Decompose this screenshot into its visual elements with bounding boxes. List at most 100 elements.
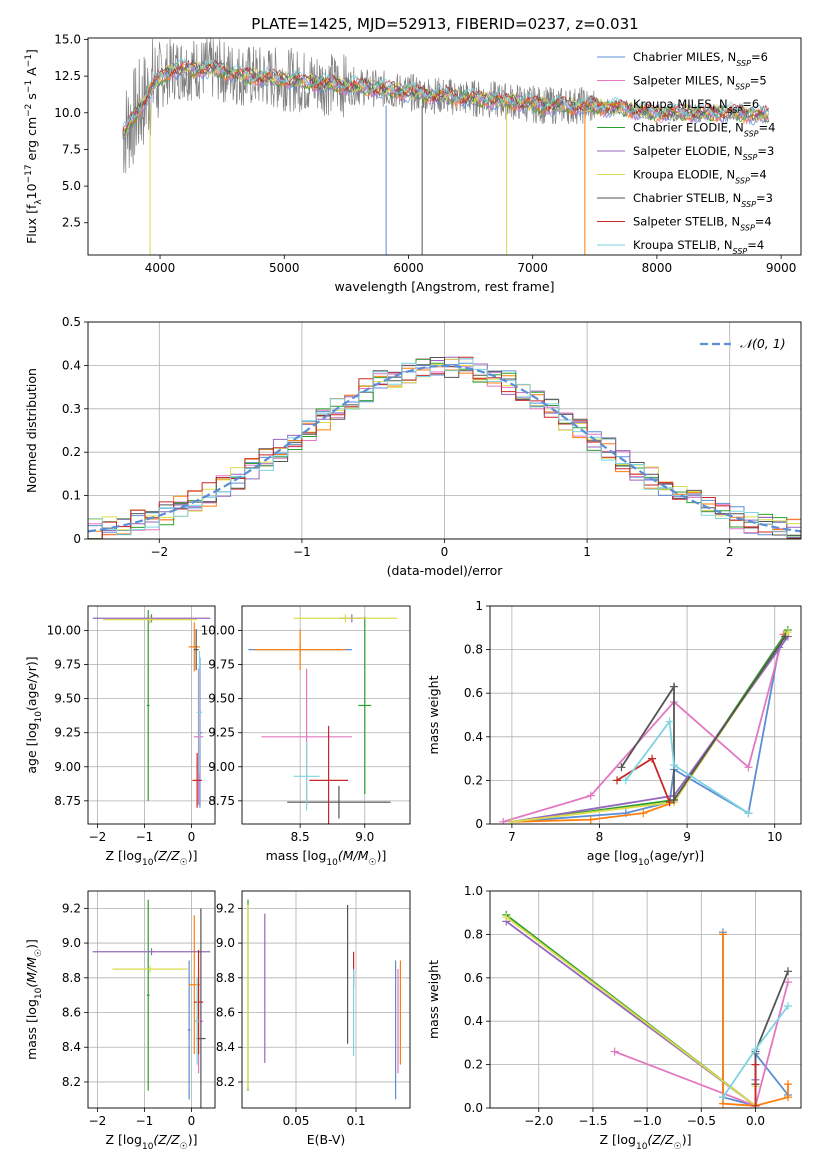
errorbar-point (254, 629, 346, 671)
y-tick-label: 8.75 (54, 794, 81, 808)
x-axis-label: E(B-V) (307, 1132, 346, 1147)
series-point-marker (783, 1080, 792, 1089)
y-tick-label: 0.0 (464, 1101, 483, 1115)
x-tick-label: −0.5 (687, 1114, 716, 1128)
errorbar-point (112, 965, 188, 973)
y-tick-label: 12.5 (54, 69, 81, 83)
y-axis-label: mass [log10(M/M☉)] (24, 939, 44, 1060)
y-tick-label: 8.6 (216, 1006, 235, 1020)
errorbar-point (293, 614, 398, 623)
errorbar-point (146, 610, 150, 801)
y-tick-label: 0.4 (464, 1014, 483, 1028)
mass-weight-series-line (505, 916, 757, 1108)
age_vs_mass-frame (241, 605, 411, 825)
model-spectrum-line (122, 61, 770, 137)
x-tick-label: 5000 (269, 261, 300, 275)
legend-label: Kroupa STELIB, NSSP=4 (633, 238, 764, 256)
x-tick-label: 4000 (145, 261, 176, 275)
series-point-marker (617, 763, 626, 772)
legend-label: Chabrier ELODIE, NSSP=4 (633, 121, 775, 139)
x-axis-label: age [log10(age/yr)] (587, 848, 704, 868)
age_vs_Z-panel: −2 −1 0 8.75 9.00 9.25 9.50 9.75 10.00 Z [log10(Z… (24, 605, 216, 868)
x-axis-label: mass [log10(M/M☉)] (266, 848, 387, 868)
y-tick-label: 0.4 (62, 358, 81, 372)
model-spectrum-line (122, 57, 770, 128)
errorbar-point (103, 615, 198, 624)
series-point-marker (751, 1045, 760, 1054)
series-point-marker (781, 632, 790, 641)
y-tick-label: 9.0 (62, 936, 81, 950)
errorbar-point (92, 614, 211, 623)
y-tick-label: 8.2 (216, 1075, 235, 1089)
errorbar-point (196, 650, 203, 774)
y-tick-label: 9.00 (208, 760, 235, 774)
age_vs_Z-frame (87, 605, 216, 825)
y-tick-label: 10.00 (201, 624, 235, 638)
x-tick-label: 2 (726, 545, 734, 559)
errorbar-point (188, 622, 200, 672)
series-point-marker (648, 754, 657, 763)
y-tick-label: 0 (73, 532, 81, 546)
age_vs_mass-plot-area (248, 614, 398, 824)
y-tick-label: 9.2 (62, 901, 81, 915)
y-tick-label: 8.2 (62, 1075, 81, 1089)
x-tick-label: 9000 (766, 261, 797, 275)
errorbar-point (193, 629, 199, 671)
legend-label: Salpeter MILES, NSSP=5 (633, 74, 767, 92)
x-tick-label: −2.0 (524, 1114, 553, 1128)
errorbar-point (196, 908, 206, 1108)
residuals-panel: −2 −1 0 1 2 0 0.1 0.2 0.3 0.4 0.5 (data-model)/erro… (24, 315, 802, 578)
y-tick-label: 8.4 (216, 1040, 235, 1054)
mass_weight_vs_Z-panel: −2.0 −1.5 −1.0 −0.5 0.0 0.0 0.2 0.4 0.6 0.8 1.0 Z [… (426, 884, 802, 1152)
x-tick-label: −1.0 (633, 1114, 662, 1128)
x-tick-label: −1 (293, 545, 311, 559)
legend-label: Kroupa MILES, NSSP=6 (633, 97, 759, 115)
series-point-marker (783, 978, 792, 987)
mass_vs_EBV-frame (241, 890, 411, 1109)
legend-label: Salpeter ELODIE, NSSP=3 (633, 144, 774, 162)
mass_vs_Z-frame (87, 890, 216, 1109)
series-point-marker (783, 628, 792, 637)
mass_vs_EBV-plot-area (247, 899, 401, 1100)
x-tick-label: 0 (188, 1114, 196, 1128)
x-axis-label: Z [log10(Z/Z☉)] (106, 1132, 198, 1152)
y-tick-label: 9.0 (216, 936, 235, 950)
y-axis-label: mass weight (426, 960, 441, 1039)
y-tick-label: 9.25 (54, 726, 81, 740)
x-tick-label: 7000 (517, 261, 548, 275)
series-point-marker (744, 763, 753, 772)
mass-weight-series-line (502, 634, 785, 823)
mass_weight_vs_age-frame (489, 605, 802, 825)
y-tick-label: 0.1 (62, 489, 81, 503)
x-tick-label: −2 (89, 830, 107, 844)
errorbar-point (287, 785, 391, 819)
x-tick-label: 9.0 (355, 830, 374, 844)
x-tick-label: 1 (583, 545, 591, 559)
y-tick-label: 9.75 (208, 658, 235, 672)
y-axis-label: mass weight (426, 675, 441, 754)
y-tick-label: 9.75 (54, 658, 81, 672)
legend-label: Chabrier MILES, NSSP=6 (633, 50, 768, 68)
x-axis-label: Z [log10(Z/Z☉)] (600, 1132, 692, 1152)
mass-weight-series-line (511, 633, 786, 823)
series-point-marker (718, 930, 727, 939)
residuals-plot-area (88, 356, 801, 539)
series-point-marker (586, 815, 595, 824)
x-axis-label: (data-model)/error (387, 563, 504, 578)
errorbar-point (194, 977, 200, 1065)
y-tick-label: 9.50 (208, 692, 235, 706)
series-point-marker (502, 913, 511, 922)
histogram-step (88, 358, 801, 539)
x-tick-label: −1 (136, 1114, 154, 1128)
x-tick-label: 8 (596, 830, 604, 844)
mass_weight_vs_Z-frame (489, 890, 802, 1109)
y-tick-label: 15.0 (54, 32, 81, 46)
series-point-marker (751, 1101, 760, 1108)
y-tick-label: 0.3 (62, 402, 81, 416)
mass_weight_vs_age-plot-area (499, 625, 792, 824)
y-tick-label: 0 (475, 817, 483, 831)
mass-weight-series-line (511, 631, 789, 823)
y-tick-label: 8.4 (62, 1040, 81, 1054)
series-point-marker (610, 1047, 619, 1056)
